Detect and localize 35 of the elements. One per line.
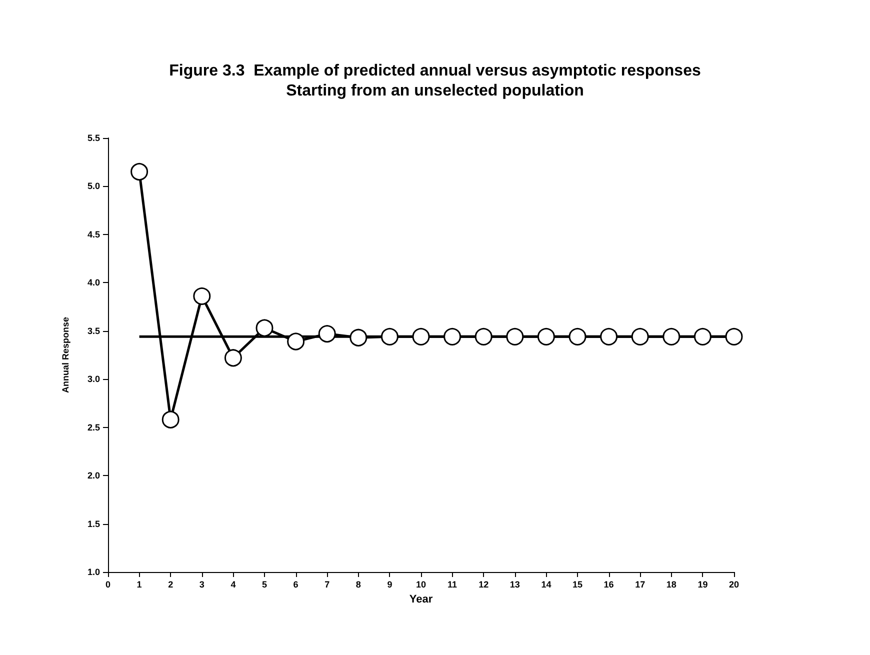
- y-tick-label: 3.5: [87, 326, 100, 336]
- x-tick-label: 19: [698, 580, 708, 590]
- x-tick-label: 6: [293, 580, 298, 590]
- x-tick-label: 7: [324, 580, 330, 590]
- chart-title: Figure 3.3 Example of predicted annual versus asymptotic responses: [169, 62, 701, 80]
- y-axis-title: Annual Response: [60, 316, 70, 394]
- x-axis-title: Year: [409, 594, 434, 606]
- x-tick-label: 0: [105, 580, 111, 590]
- x-tick-label: 9: [387, 580, 392, 590]
- x-tick-label: 18: [666, 580, 676, 590]
- x-tick-label: 10: [416, 580, 426, 590]
- y-tick-label: 2.0: [87, 470, 100, 481]
- y-tick-label: 5.5: [87, 133, 100, 143]
- chart-subtitle: Starting from an unselected population: [286, 82, 584, 100]
- x-tick-label: 13: [510, 580, 520, 590]
- x-tick-label: 12: [478, 580, 489, 590]
- y-tick-label: 2.5: [87, 422, 100, 432]
- x-tick-label: 5: [262, 580, 268, 590]
- x-tick-label: 15: [572, 580, 583, 590]
- x-tick-label: 11: [448, 580, 458, 590]
- y-tick-label: 1.0: [87, 567, 100, 577]
- y-tick-label: 4.0: [87, 278, 100, 288]
- x-tick-label: 16: [604, 580, 614, 590]
- y-tick-label: 1.5: [87, 518, 100, 529]
- x-tick-label: 14: [541, 580, 552, 590]
- x-tick-label: 1: [136, 580, 142, 590]
- x-tick-label: 2: [168, 580, 174, 590]
- x-tick-label: 4: [230, 580, 236, 590]
- y-tick-label: 4.5: [87, 229, 100, 240]
- y-tick-label: 5.0: [87, 181, 100, 192]
- x-tick-label: 8: [356, 580, 361, 590]
- y-tick-label: 3.0: [87, 374, 100, 384]
- x-tick-label: 3: [199, 580, 204, 590]
- x-tick-label: 20: [728, 580, 740, 590]
- x-tick-label: 17: [635, 580, 646, 590]
